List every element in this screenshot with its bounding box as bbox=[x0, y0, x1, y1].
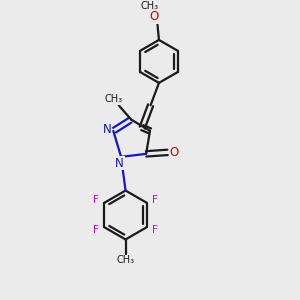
Text: CH₃: CH₃ bbox=[104, 94, 122, 104]
Text: F: F bbox=[93, 195, 99, 206]
Text: O: O bbox=[149, 11, 158, 23]
Text: F: F bbox=[93, 225, 99, 235]
Text: CH₃: CH₃ bbox=[116, 255, 135, 265]
Text: CH₃: CH₃ bbox=[141, 1, 159, 11]
Text: N: N bbox=[102, 123, 111, 136]
Text: O: O bbox=[169, 146, 179, 159]
Text: F: F bbox=[152, 225, 158, 235]
Text: N: N bbox=[115, 157, 124, 170]
Text: F: F bbox=[152, 195, 158, 206]
